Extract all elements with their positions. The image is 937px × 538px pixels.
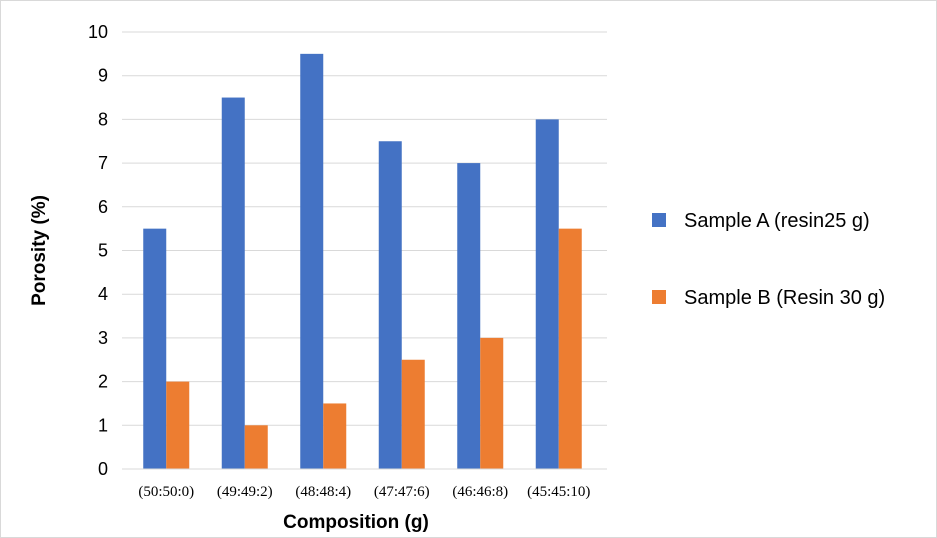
bar-sample-a [457,163,481,469]
x-tick-label: (47:47:6) [374,484,430,500]
x-tick-label: (45:45:10) [527,484,590,500]
y-tick-labels: 0 1 2 3 4 5 6 7 8 9 10 [88,22,108,479]
bar-sample-b [401,359,425,469]
bar-sample-a [300,53,324,469]
bar-sample-b [244,425,268,469]
y-tick-label: 3 [98,328,108,348]
x-axis-title: Composition (g) [283,512,429,533]
x-tick-label: (50:50:0) [138,484,194,500]
legend-label: Sample B (Resin 30 g) [684,287,885,309]
bar-sample-a [535,119,559,470]
x-tick-labels: (50:50:0) (49:49:2) (48:48:4) (47:47:6) (46:… [138,484,590,500]
y-tick-label: 9 [98,66,108,86]
y-tick-label: 1 [98,415,108,435]
y-tick-label: 8 [98,109,108,129]
legend-swatch [652,213,666,227]
bar-sample-b [166,381,190,469]
legend-swatch [652,290,666,304]
y-tick-label: 7 [98,153,108,173]
y-tick-label: 4 [98,284,108,304]
legend-label: Sample A (resin25 g) [684,210,870,232]
bar-sample-a [378,141,402,469]
x-tick-label: (46:46:8) [452,484,508,500]
bar-sample-b [558,228,582,469]
y-tick-label: 2 [98,372,108,392]
y-tick-label: 0 [98,459,108,479]
y-tick-label: 6 [98,197,108,217]
x-tick-label: (49:49:2) [217,484,273,500]
legend: Sample A (resin25 g) Sample B (Resin 30 g… [652,210,885,309]
y-tick-label: 10 [88,22,108,42]
bars [143,53,582,470]
y-axis-title: Porosity (%) [29,195,50,306]
bar-sample-b [480,337,504,469]
bar-sample-a [143,228,167,469]
bar-sample-b [323,403,347,469]
x-tick-label: (48:48:4) [295,484,351,500]
gridlines [122,31,607,426]
y-tick-label: 5 [98,241,108,261]
bar-sample-a [221,97,245,470]
